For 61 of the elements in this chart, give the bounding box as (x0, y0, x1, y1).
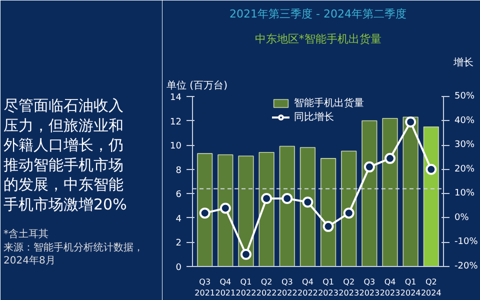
y-tick-label: 14 (170, 93, 182, 103)
chart-subtitle: 中东地区*智能手机出货量 (254, 32, 382, 46)
x-tick-label: Q3 2022 (276, 278, 298, 298)
x-tick-label: Q1 2023 (318, 278, 338, 298)
bar (197, 153, 213, 266)
y2-tick-label: 20% (454, 164, 475, 174)
point (199, 208, 210, 219)
y2-tick-label: -10% (454, 237, 478, 248)
y2-tick-label: -20% (454, 262, 478, 272)
bar (382, 118, 398, 266)
x-tick-label: Q2 2022 (256, 278, 277, 298)
y2-tick-label: 50% (454, 92, 475, 102)
y-tick-label: 8 (176, 166, 182, 176)
bar (300, 147, 316, 266)
point (364, 161, 375, 172)
point (405, 116, 416, 128)
point (322, 220, 334, 232)
x-tick-label: Q3 2023 (359, 278, 380, 298)
point (384, 152, 396, 164)
x-tick-label: Q2 2023 (338, 278, 360, 298)
point (343, 208, 354, 219)
y-tick-label: 4 (176, 214, 182, 224)
y-axis-title: 单位 (百万台) (166, 80, 228, 92)
point (261, 193, 272, 204)
point (302, 196, 314, 208)
bar (341, 150, 357, 266)
bar (423, 126, 439, 266)
y2-tick-label: 40% (454, 116, 475, 126)
bar (362, 120, 378, 266)
x-tick-label: Q4 2021 (215, 278, 236, 298)
y2-tick-label: 30% (454, 140, 475, 150)
x-tick-label: Q2 2024 (420, 278, 442, 298)
y-tick-label: 12 (170, 117, 182, 128)
text: 尽管面临石油收入压力，但旅游业和外籍人口增长，仍推动智能手机市场的发展，中东智能手机市场激增20% (4, 96, 127, 214)
y2-tick-label: 10% (454, 188, 475, 199)
x-tick-label: Q1 2022 (236, 278, 256, 298)
x-tick-label: Q4 2022 (298, 278, 318, 298)
y-tick-label: 2 (176, 238, 182, 249)
bar (238, 156, 254, 266)
bar (402, 116, 418, 266)
text: *含土耳其 (4, 228, 48, 240)
bar (320, 158, 336, 266)
legend-label: 同比增长 (294, 110, 334, 124)
y2-axis-title: 增长 (452, 56, 474, 68)
point (282, 193, 293, 204)
point (220, 202, 231, 214)
bar (258, 152, 274, 266)
x-tick-label: Q1 2024 (400, 278, 421, 298)
bar (218, 154, 234, 266)
x-tick-label: Q4 2023 (380, 278, 400, 298)
point (426, 164, 437, 175)
legend-label: 智能手机出货量 (294, 96, 364, 110)
point (240, 248, 252, 260)
source-note: 来源：智能手机分析统计数据，2024年8月 (4, 241, 144, 266)
y-tick-label: 0 (176, 263, 182, 273)
y-tick-label: 6 (176, 190, 182, 200)
bar (279, 146, 295, 266)
chart-title: 2021年第三季度 - 2024年第二季度 (230, 8, 406, 20)
y-tick-label: 10 (170, 142, 182, 152)
y2-tick-label: 0% (454, 212, 470, 223)
x-tick-label: Q3 2021 (194, 278, 216, 298)
